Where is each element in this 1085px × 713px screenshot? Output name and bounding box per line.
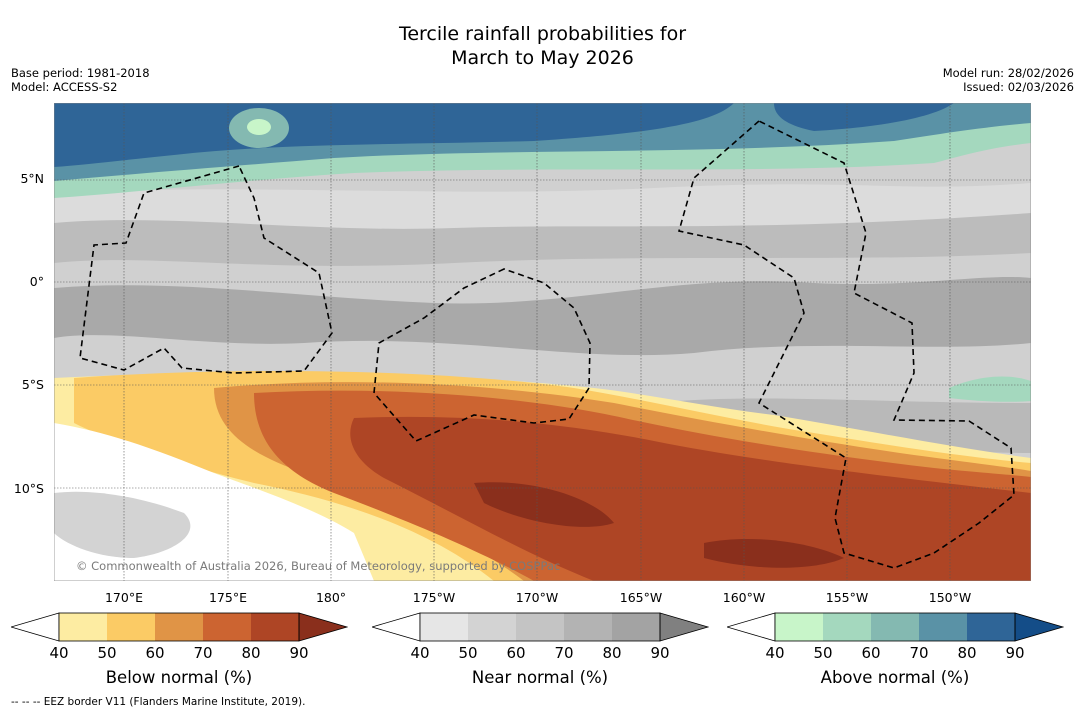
- below-normal-90-east: [704, 538, 844, 568]
- cb-above-tick-50: 50: [813, 644, 833, 662]
- cb-below-title: Below normal (%): [105, 668, 253, 687]
- near-normal-band-mid: [54, 213, 1031, 266]
- lon-label-175e: 175°E: [208, 590, 247, 605]
- model-run: Model run: 28/02/2026: [942, 66, 1074, 80]
- cb-near-tick-40: 40: [410, 644, 430, 662]
- cb-near-tick-70: 70: [554, 644, 574, 662]
- colorbar-below-bin-60-70: [155, 613, 203, 641]
- eez-border-kiribati-gilbert: [79, 165, 333, 374]
- near-normal-sw-patch: [54, 491, 191, 558]
- cb-above-tick-60: 60: [861, 644, 881, 662]
- colorbar-near-high-extend: [659, 612, 709, 642]
- lat-label-10s: 10°S: [13, 481, 44, 496]
- below-normal-90: [474, 482, 614, 527]
- above-normal-east-core: [774, 103, 954, 131]
- colorbar-near-bin-40-50: [420, 613, 468, 641]
- forecast-map: © Commonwealth of Australia 2026, Bureau…: [54, 103, 1031, 581]
- eez-border-kiribati-phoenix: [373, 268, 591, 442]
- lat-label-5n: 5°N: [20, 171, 44, 186]
- cb-near-tick-60: 60: [506, 644, 526, 662]
- cb-near-title: Near normal (%): [471, 668, 609, 687]
- colorbar-near: [372, 612, 709, 642]
- colorbar-below-bin-80-90: [251, 613, 299, 641]
- lon-label-160w: 160°W: [722, 590, 766, 605]
- cb-near-tick-50: 50: [458, 644, 478, 662]
- cb-below-tick-60: 60: [145, 644, 165, 662]
- colorbar-near-bin-70-80: [564, 613, 612, 641]
- lon-label-180: 180°: [315, 590, 347, 605]
- meta-left: Base period: 1981-2018 Model: ACCESS-S2: [11, 66, 150, 94]
- colorbar-below-bin-40-50: [59, 613, 107, 641]
- cb-below-tick-80: 80: [241, 644, 261, 662]
- above-normal-south-patch: [949, 376, 1031, 402]
- lon-label-170w: 170°W: [515, 590, 559, 605]
- model-name: Model: ACCESS-S2: [11, 80, 118, 94]
- colorbar-below-bin-50-60: [107, 613, 155, 641]
- cb-above-tick-90: 90: [1005, 644, 1025, 662]
- cb-above-tick-80: 80: [957, 644, 977, 662]
- cb-below-tick-50: 50: [97, 644, 117, 662]
- lat-label-0: 0°: [29, 274, 44, 289]
- above-normal-cell-inner: [247, 119, 271, 135]
- base-period: Base period: 1981-2018: [11, 66, 150, 80]
- cb-above-tick-40: 40: [765, 644, 785, 662]
- below-normal-80: [350, 416, 1031, 581]
- title-line-1: Tercile rainfall probabilities for: [398, 23, 687, 45]
- lat-label-5s: 5°S: [21, 377, 44, 392]
- lon-label-150w: 150°W: [928, 590, 972, 605]
- colorbar-above-bin-40-50: [775, 613, 823, 641]
- map-title: Tercile rainfall probabilities for March…: [0, 22, 1085, 70]
- above-normal-core: [54, 103, 734, 167]
- colorbar-near-bin-50-60: [468, 613, 516, 641]
- colorbar-near-bin-60-70: [516, 613, 564, 641]
- meta-right: Model run: 28/02/2026 Issued: 02/03/2026: [943, 66, 1074, 94]
- near-normal-band-dark: [54, 276, 1031, 356]
- colorbar-near-low-extend: [372, 612, 421, 642]
- cb-above-title: Above normal (%): [820, 668, 970, 687]
- issued-date: Issued: 02/03/2026: [963, 80, 1074, 94]
- colorbar-below-high-extend: [298, 612, 348, 642]
- colorbar-above-bin-60-70: [871, 613, 919, 641]
- colorbar-below-low-extend: [11, 612, 60, 642]
- copyright-notice: © Commonwealth of Australia 2026, Bureau…: [76, 559, 560, 573]
- cb-near-tick-90: 90: [650, 644, 670, 662]
- cb-below-tick-70: 70: [193, 644, 213, 662]
- cb-above-tick-70: 70: [909, 644, 929, 662]
- colorbar-above-low-extend: [727, 612, 776, 642]
- cb-below-tick-40: 40: [49, 644, 69, 662]
- lon-label-165w: 165°W: [619, 590, 663, 605]
- colorbar-near-bin-80-90: [612, 613, 660, 641]
- colorbar-above-high-extend: [1014, 612, 1064, 642]
- eez-footnote: -- -- -- EEZ border V11 (Flanders Marine…: [11, 696, 306, 708]
- cb-below-tick-90: 90: [289, 644, 309, 662]
- lon-label-170e: 170°E: [104, 590, 143, 605]
- cb-near-tick-80: 80: [602, 644, 622, 662]
- colorbar-above-bin-70-80: [919, 613, 967, 641]
- colorbar-below-bin-70-80: [203, 613, 251, 641]
- colorbar-below: [11, 612, 348, 642]
- title-line-2: March to May 2026: [451, 47, 634, 69]
- colorbar-above-bin-80-90: [967, 613, 1015, 641]
- lon-label-155w: 155°W: [825, 590, 869, 605]
- eez-border-kiribati-line: [677, 120, 1015, 569]
- colorbar-above: [727, 612, 1064, 642]
- lon-label-175w: 175°W: [412, 590, 456, 605]
- colorbar-above-bin-50-60: [823, 613, 871, 641]
